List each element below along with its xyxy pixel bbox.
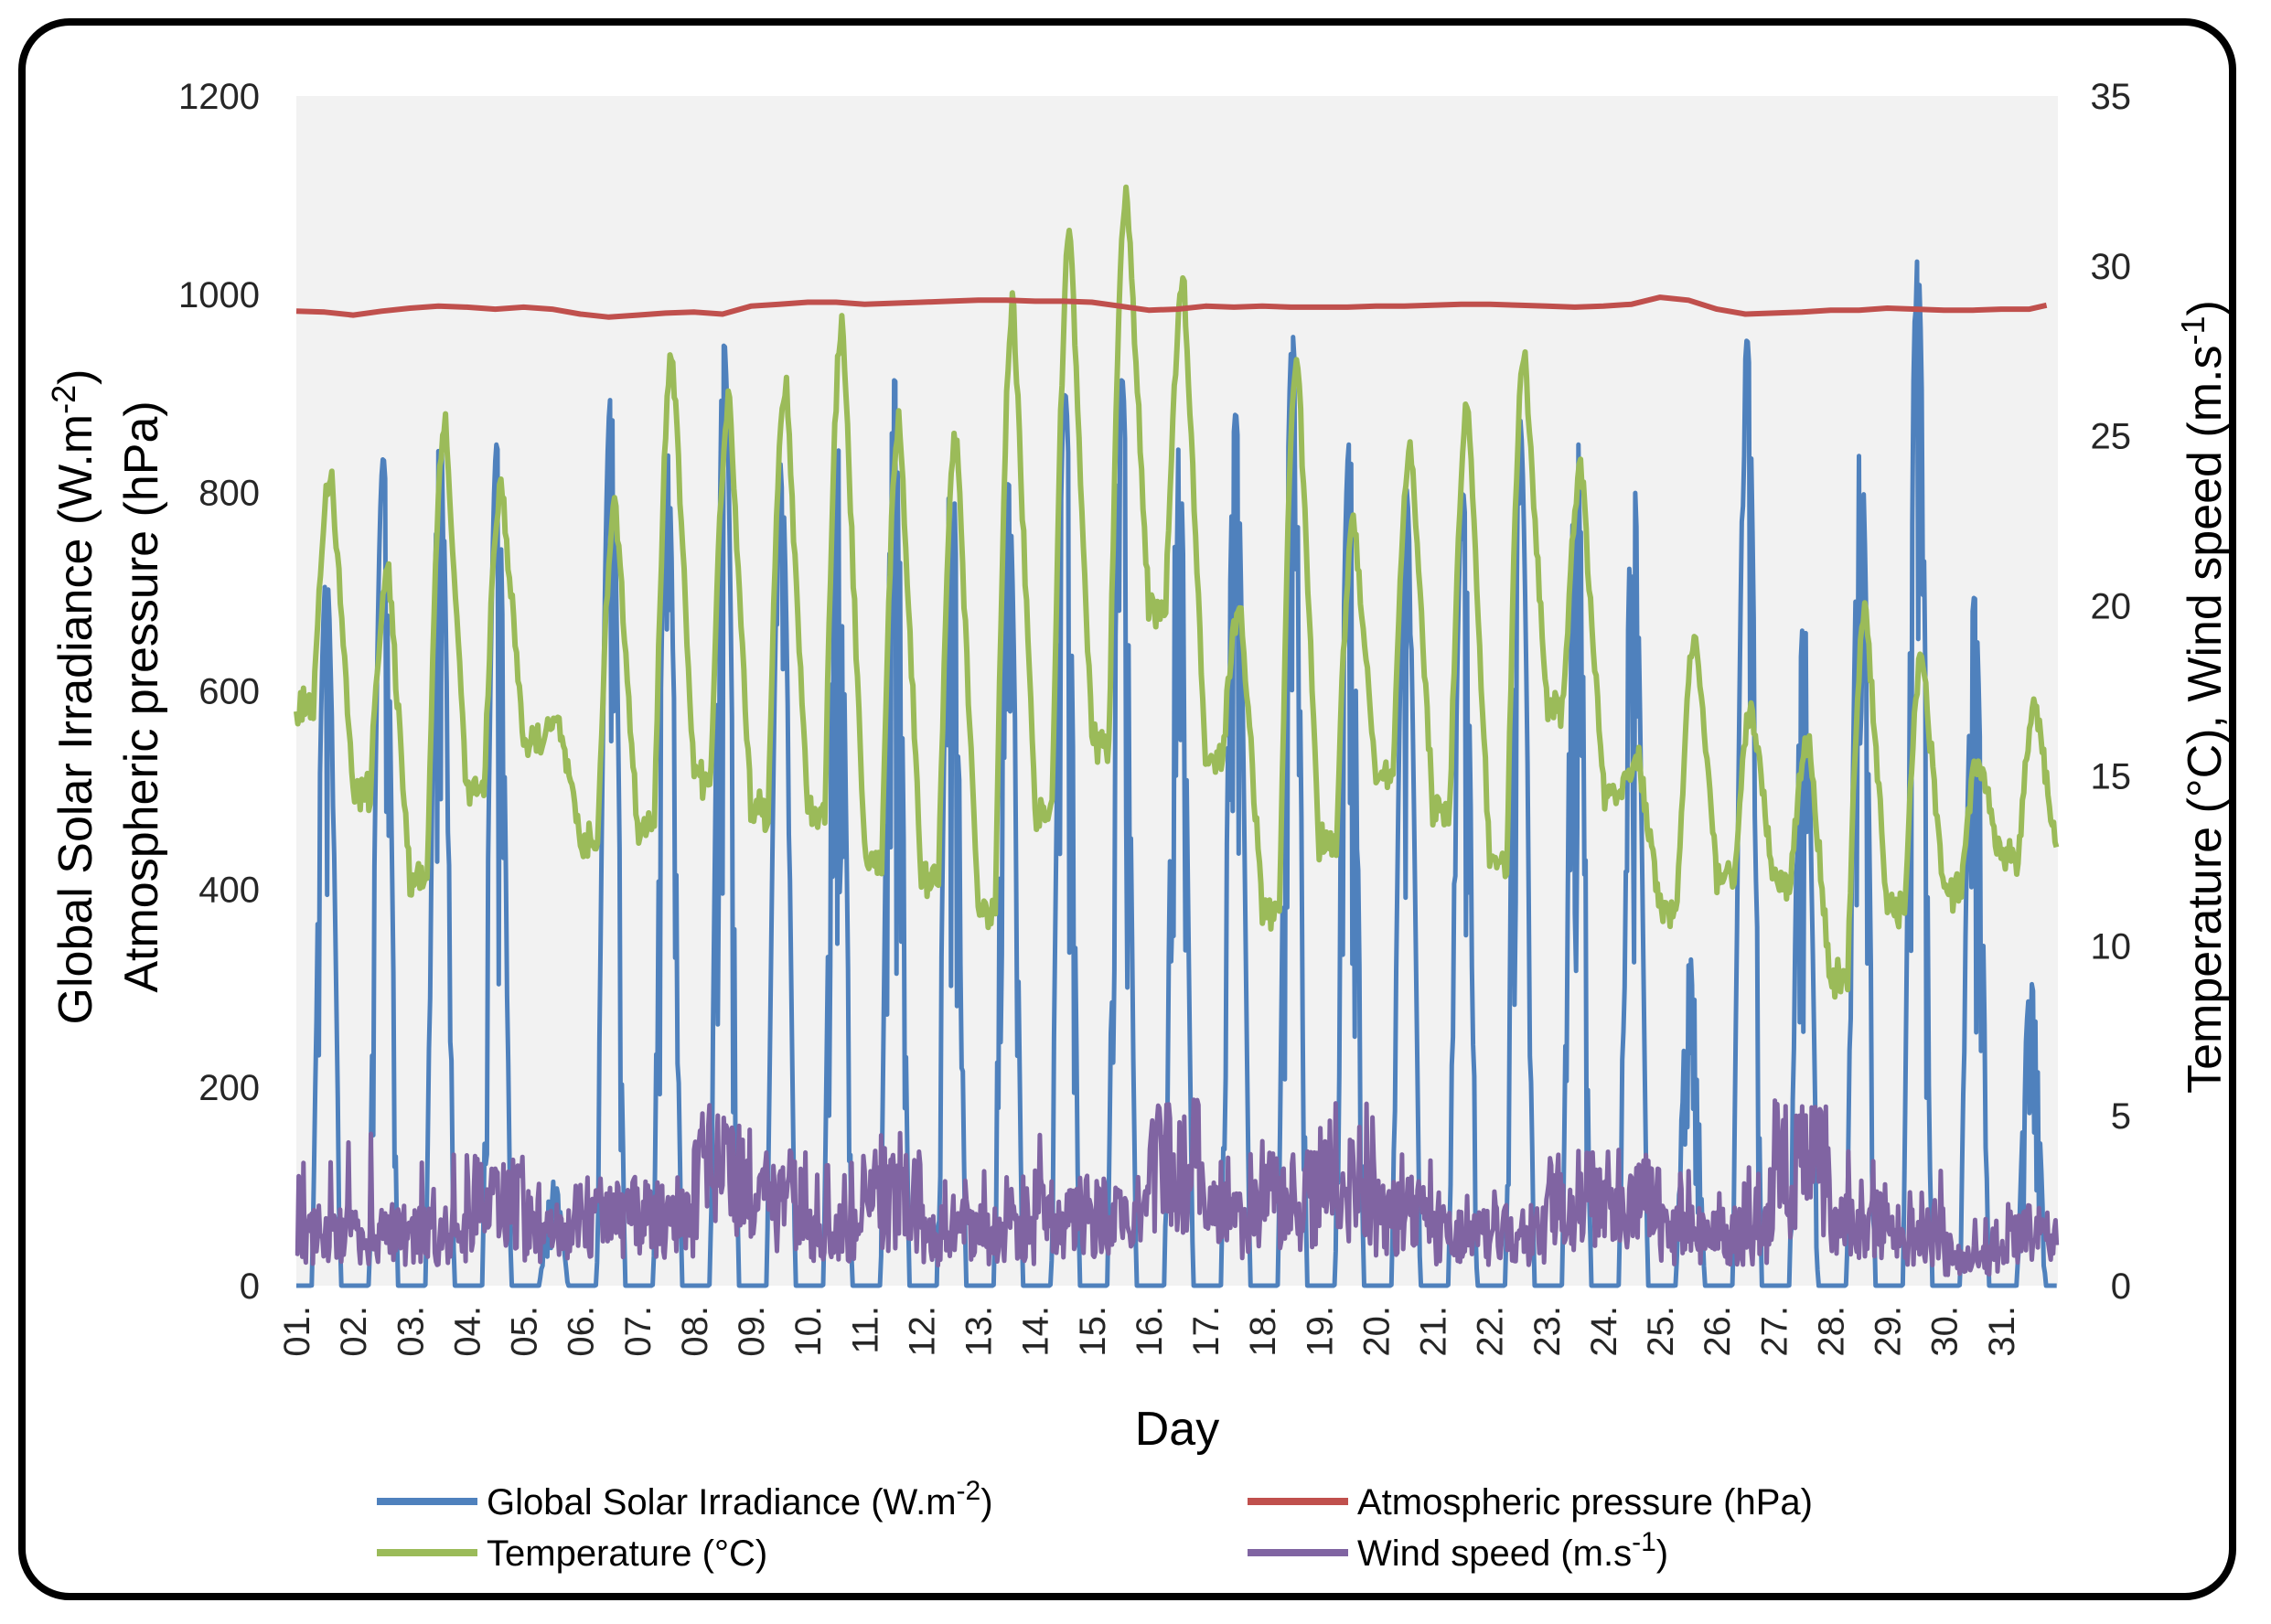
x-tick-label: 07. — [618, 1306, 659, 1357]
x-tick-label: 09. — [732, 1306, 772, 1357]
right-tick-label: 10 — [2091, 926, 2132, 967]
left-tick-label: 600 — [198, 672, 260, 712]
x-tick-label: 23. — [1527, 1306, 1568, 1357]
x-tick-label: 05. — [505, 1306, 545, 1357]
legend-label-wind: Wind speed (m.s-1) — [1357, 1527, 1668, 1574]
x-tick-label: 31. — [1982, 1306, 2022, 1357]
x-tick-label: 15. — [1073, 1306, 1113, 1357]
x-tick-label: 26. — [1698, 1306, 1738, 1357]
x-tick-label: 30. — [1925, 1306, 1966, 1357]
right-tick-label: 25 — [2091, 417, 2132, 457]
x-tick-label: 20. — [1356, 1306, 1397, 1357]
x-tick-label: 11. — [845, 1306, 885, 1354]
left-axis-title-pressure: Atmospheric pressure (hPa) — [115, 401, 168, 992]
x-tick-label: 08. — [675, 1306, 715, 1357]
right-tick-label: 0 — [2111, 1266, 2131, 1307]
x-tick-label: 10. — [788, 1306, 829, 1357]
x-axis-title: Day — [1135, 1403, 1219, 1456]
x-tick-label: 25. — [1641, 1306, 1681, 1357]
left-tick-label: 400 — [198, 870, 260, 910]
x-tick-label: 28. — [1811, 1306, 1851, 1357]
x-tick-label: 19. — [1300, 1306, 1340, 1357]
x-tick-label: 04. — [447, 1306, 487, 1357]
x-tick-label: 01. — [277, 1306, 317, 1357]
irradiance-line — [295, 259, 2058, 1288]
left-tick-label: 800 — [198, 474, 260, 514]
right-tick-label: 15 — [2091, 756, 2132, 796]
x-tick-label: 21. — [1414, 1306, 1454, 1357]
left-tick-label: 0 — [240, 1266, 260, 1307]
x-tick-label: 06. — [562, 1306, 602, 1357]
x-tick-label: 18. — [1243, 1306, 1283, 1357]
x-tick-label: 22. — [1471, 1306, 1511, 1357]
left-tick-label: 200 — [198, 1068, 260, 1108]
x-tick-label: 02. — [334, 1306, 374, 1357]
legend-label-pressure: Atmospheric pressure (hPa) — [1357, 1482, 1813, 1522]
series-layer — [294, 184, 2060, 1288]
x-tick-label: 27. — [1754, 1306, 1794, 1357]
wind-line — [295, 1097, 2060, 1277]
x-tick-label: 12. — [902, 1306, 942, 1357]
x-tick-label: 29. — [1869, 1306, 1909, 1357]
x-tick-label: 16. — [1130, 1306, 1170, 1357]
pressure-line — [295, 294, 2048, 320]
right-tick-label: 30 — [2091, 247, 2132, 287]
legend: Global Solar Irradiance (W.m-2) Atmosphe… — [377, 1476, 1813, 1574]
right-tick-label: 5 — [2111, 1096, 2131, 1137]
right-axis-title: Temperature (°C), Wind speed (m.s-1) — [2174, 300, 2232, 1094]
right-tick-label: 35 — [2091, 77, 2132, 117]
x-tick-label: 24. — [1584, 1306, 1624, 1357]
legend-label-irradiance: Global Solar Irradiance (W.m-2) — [487, 1476, 993, 1522]
x-tick-label: 03. — [391, 1306, 431, 1357]
left-axis-title-irradiance: Global Solar Irradiance (W.m-2) — [45, 369, 102, 1025]
x-axis-ticks: 01. 02. 03. 04. 05. 06. 07. 08. 09. 10. 11. 12. 13. 1… — [277, 1306, 2022, 1357]
left-tick-label: 1000 — [178, 275, 260, 315]
legend-label-temperature: Temperature (°C) — [487, 1533, 767, 1574]
right-axis-ticks: 0 5 10 15 20 25 30 35 — [2091, 77, 2132, 1307]
left-tick-label: 1200 — [178, 77, 260, 117]
x-tick-label: 14. — [1016, 1306, 1056, 1357]
right-tick-label: 20 — [2091, 587, 2132, 627]
x-tick-label: 17. — [1186, 1306, 1227, 1357]
left-axis-ticks: 0 200 400 600 800 1000 1200 — [178, 77, 260, 1307]
x-tick-label: 13. — [959, 1306, 1000, 1357]
temperature-line — [294, 184, 2060, 1000]
